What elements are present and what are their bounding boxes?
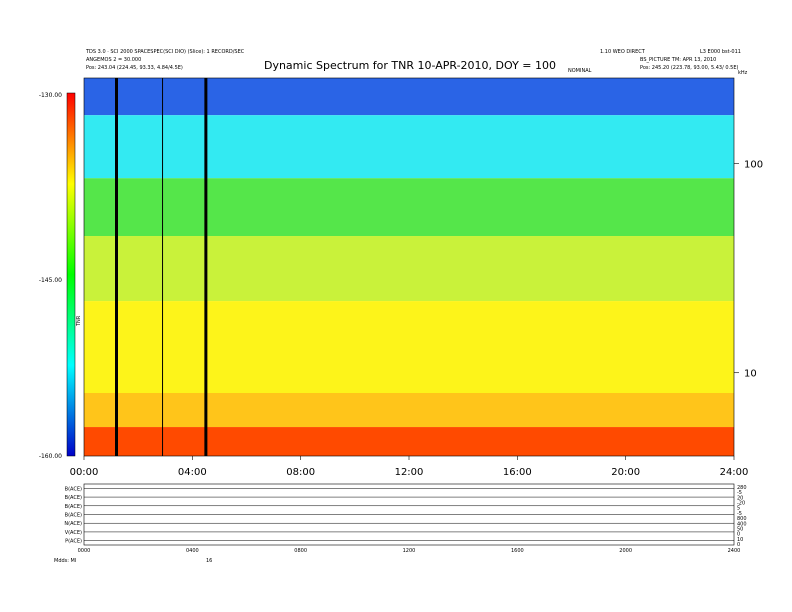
spectrum-band-6 bbox=[84, 427, 734, 456]
x-axis: 00:00 04:00 08:00 12:00 16:00 20:00 24:00 bbox=[70, 456, 749, 478]
aux-footer-left: Mdds: MI bbox=[54, 558, 76, 564]
aux-row-label: B(ACE) bbox=[65, 486, 82, 492]
aux-x-tick: 2000 bbox=[619, 548, 632, 554]
colorbar-label: TNR bbox=[76, 315, 82, 327]
aux-right-tick: 0 bbox=[737, 542, 740, 548]
spectrum-band-0 bbox=[84, 78, 734, 116]
x-tick-label: 04:00 bbox=[178, 467, 207, 478]
aux-right-tick: 20 bbox=[737, 495, 743, 501]
aux-right-tick: -5 bbox=[737, 490, 742, 496]
x-tick-label: 20:00 bbox=[611, 467, 640, 478]
aux-x-tick: 1200 bbox=[403, 548, 416, 554]
aux-row-label: P(ACE) bbox=[65, 539, 82, 545]
aux-row-label: V(ACE) bbox=[65, 530, 82, 536]
x-tick-label: 16:00 bbox=[503, 467, 532, 478]
header-right-line3: BS_PICTURE TM: APR 13, 2010 bbox=[640, 57, 716, 63]
aux-row-label: B(ACE) bbox=[65, 504, 82, 510]
aux-right-tick: -20 bbox=[737, 501, 745, 507]
header-right-line2: L3 E000 bst-011 bbox=[700, 49, 741, 55]
y-axis-right: 100 10 bbox=[734, 159, 763, 380]
header-right-line1: 1.10 WEO DIRECT bbox=[600, 49, 646, 55]
header-right-line4: Pos: 245.20 (223.78, 93.00, 5.43/ 0.5E) bbox=[640, 65, 738, 71]
aux-row-label: B(ACE) bbox=[65, 495, 82, 501]
chart-title: Dynamic Spectrum for TNR 10-APR-2010, DO… bbox=[264, 59, 556, 72]
aux-footer-marker: 16 bbox=[206, 558, 212, 564]
aux-row-label: N(ACE) bbox=[64, 521, 82, 527]
aux-panel: B(ACE) B(ACE) B(ACE) B(ACE) N(ACE) V(ACE) P(AC… bbox=[54, 483, 747, 564]
header-corner-unit: kHz bbox=[738, 70, 748, 76]
x-tick-label: 24:00 bbox=[720, 467, 749, 478]
spectrum-band-5 bbox=[84, 393, 734, 428]
aux-right-tick: 50 bbox=[737, 526, 743, 532]
colorbar-tick-mid: -145.00 bbox=[39, 277, 62, 284]
vertical-marker-2 bbox=[204, 78, 208, 456]
spectrogram-plot-area bbox=[84, 78, 734, 456]
aux-right-tick: 10 bbox=[737, 537, 743, 543]
aux-x-tick: 0800 bbox=[294, 548, 307, 554]
aux-x-tick: 1600 bbox=[511, 548, 524, 554]
y-tick-label: 100 bbox=[744, 159, 763, 170]
aux-x-tick: 0400 bbox=[186, 548, 199, 554]
header-center-small: NOMINAL bbox=[568, 68, 592, 74]
x-tick-label: 12:00 bbox=[395, 467, 424, 478]
aux-x-tick: 2400 bbox=[728, 548, 741, 554]
header-left-line1: TDS 3.0 · SCI 2000 SPACESPEC(SCI DIO) (S… bbox=[85, 49, 245, 55]
vertical-marker-1 bbox=[162, 78, 164, 456]
aux-x-tick: 0000 bbox=[78, 548, 91, 554]
x-tick-label: 00:00 bbox=[70, 467, 99, 478]
vertical-marker-0 bbox=[115, 78, 118, 456]
colorbar-tick-top: -130.00 bbox=[39, 92, 62, 99]
colorbar bbox=[66, 92, 76, 457]
aux-right-tick: 0 bbox=[737, 532, 740, 538]
spectrum-band-1 bbox=[84, 115, 734, 179]
aux-right-tick: 400 bbox=[737, 521, 747, 527]
aux-right-tick: 280 bbox=[737, 485, 747, 491]
aux-right-tick: 5 bbox=[737, 506, 740, 512]
y-tick-label: 10 bbox=[744, 369, 757, 380]
x-tick-label: 08:00 bbox=[286, 467, 315, 478]
spectrum-band-3 bbox=[84, 236, 734, 302]
spectrum-band-2 bbox=[84, 178, 734, 237]
header-left-line2: ANGEMOS 2 = 30.000 bbox=[86, 57, 141, 63]
colorbar-tick-bottom: -160.00 bbox=[39, 453, 62, 460]
header-left-line3: Pos: 243.04 (224.45, 93.33, 4.84/4.5E) bbox=[86, 65, 183, 71]
aux-right-tick: -5 bbox=[737, 511, 742, 517]
aux-right-tick: 800 bbox=[737, 516, 747, 522]
aux-row-label: B(ACE) bbox=[65, 513, 82, 519]
spectrum-band-4 bbox=[84, 301, 734, 393]
